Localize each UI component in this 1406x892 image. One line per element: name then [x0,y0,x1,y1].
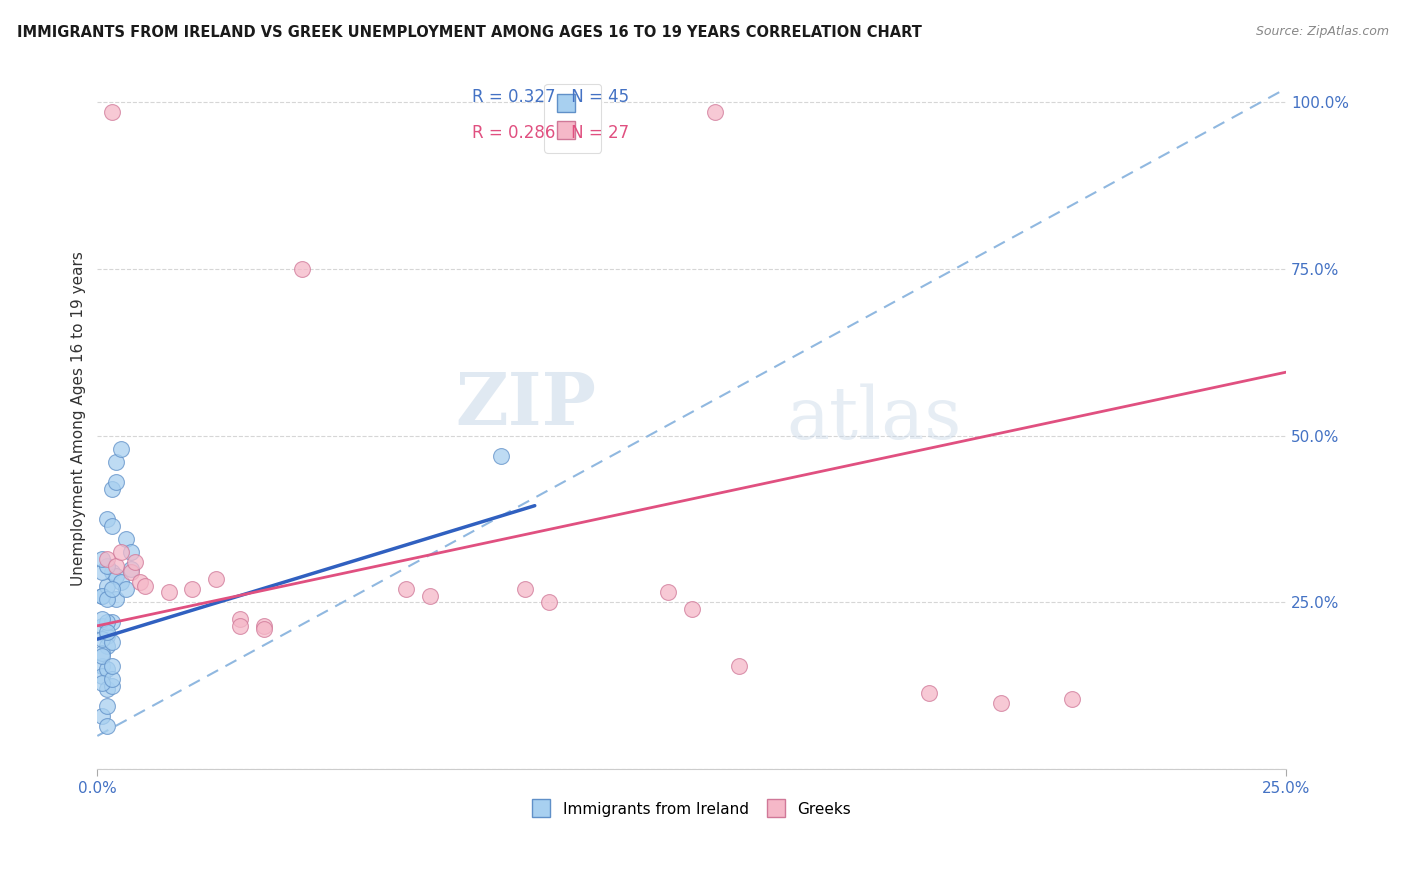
Point [515,582,537,596]
Point [205,572,228,586]
Point [491,449,513,463]
Point [105,455,128,469]
Point [110,442,132,456]
Point [105,475,128,490]
Point [96,552,118,566]
Point [990,696,1012,710]
Text: R = 0.286   N = 27: R = 0.286 N = 27 [472,124,628,142]
Point [100,482,122,496]
Point [91,566,114,580]
Point [91,552,114,566]
Point [115,582,138,596]
Point [229,612,252,626]
Point [704,104,727,119]
Point [134,579,156,593]
Point [100,615,122,630]
Point [105,568,128,582]
Point [91,619,114,633]
Point [253,619,276,633]
Point [91,589,114,603]
Point [100,672,122,686]
Point [96,625,118,640]
Point [91,646,114,660]
Text: atlas: atlas [787,384,962,454]
Point [419,589,441,603]
Point [96,629,118,643]
Point [120,566,142,580]
Point [96,698,118,713]
Point [96,662,118,676]
Point [91,632,114,647]
Point [91,589,114,603]
Y-axis label: Unemployment Among Ages 16 to 19 years: Unemployment Among Ages 16 to 19 years [72,252,86,586]
Point [96,592,118,607]
Point [100,582,122,596]
Point [110,545,132,559]
Point [253,622,276,636]
Point [96,615,118,630]
Point [91,648,114,663]
Point [537,595,560,609]
Point [96,512,118,526]
Point [100,679,122,693]
Point [96,719,118,733]
Point [110,575,132,590]
Text: ZIP: ZIP [456,369,596,441]
Point [918,685,941,699]
Point [96,558,118,573]
Text: IMMIGRANTS FROM IRELAND VS GREEK UNEMPLOYMENT AMONG AGES 16 TO 19 YEARS CORRELAT: IMMIGRANTS FROM IRELAND VS GREEK UNEMPLO… [17,25,922,40]
Point [181,582,204,596]
Point [120,562,142,576]
Point [100,635,122,649]
Point [395,582,418,596]
Point [657,585,679,599]
Point [91,669,114,683]
Point [100,658,122,673]
Point [100,104,122,119]
Point [100,518,122,533]
Point [96,639,118,653]
Point [91,658,114,673]
Point [96,579,118,593]
Point [124,555,146,569]
Point [1060,692,1083,706]
Point [120,545,142,559]
Point [105,592,128,607]
Text: R = 0.327   N = 45: R = 0.327 N = 45 [472,87,628,105]
Point [100,566,122,580]
Point [728,658,751,673]
Legend: Immigrants from Ireland, Greeks: Immigrants from Ireland, Greeks [524,794,859,825]
Point [91,709,114,723]
Point [105,558,128,573]
Point [91,675,114,690]
Text: Source: ZipAtlas.com: Source: ZipAtlas.com [1256,25,1389,38]
Point [229,619,252,633]
Point [681,602,703,616]
Point [91,612,114,626]
Point [115,532,138,546]
Point [291,261,314,276]
Point [129,575,152,590]
Point [96,682,118,697]
Point [157,585,180,599]
